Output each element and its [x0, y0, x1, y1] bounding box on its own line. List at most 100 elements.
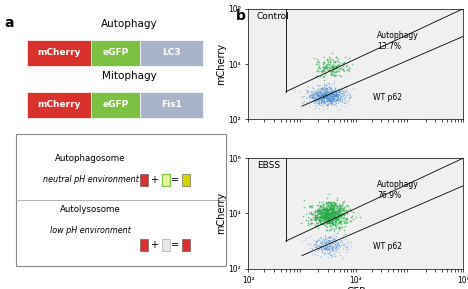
Point [308, 99, 316, 103]
Point [326, 100, 333, 105]
Point [333, 92, 340, 97]
Point [319, 209, 327, 214]
Point [304, 222, 311, 227]
Point [328, 210, 336, 215]
Point [334, 101, 341, 105]
Point [308, 95, 316, 99]
Point [326, 99, 333, 103]
Point [317, 221, 325, 225]
Point [322, 95, 330, 99]
Point [320, 99, 328, 104]
Point [314, 247, 322, 252]
Point [338, 99, 345, 104]
Point [325, 62, 333, 67]
Point [331, 86, 339, 91]
Point [316, 222, 324, 226]
Point [323, 247, 330, 252]
Point [319, 221, 326, 226]
Point [341, 217, 349, 222]
Point [332, 64, 340, 68]
Point [331, 201, 339, 205]
Point [299, 99, 307, 104]
Point [315, 92, 323, 97]
Point [338, 97, 345, 101]
Point [332, 217, 340, 222]
Point [329, 210, 336, 215]
Point [327, 208, 335, 212]
Point [323, 206, 331, 210]
Point [329, 59, 337, 64]
Point [324, 235, 331, 239]
Point [321, 223, 329, 227]
Point [333, 55, 340, 60]
Point [329, 208, 336, 213]
Point [338, 224, 346, 229]
Point [326, 208, 333, 213]
Point [342, 85, 350, 90]
Point [345, 96, 352, 100]
Point [334, 97, 342, 101]
Point [314, 97, 322, 102]
Point [322, 208, 329, 212]
Point [326, 94, 334, 98]
Point [344, 239, 352, 244]
Point [324, 97, 332, 102]
Point [330, 214, 338, 219]
Point [320, 74, 327, 78]
Point [319, 89, 326, 94]
Point [335, 90, 343, 95]
Point [304, 85, 312, 90]
Point [321, 239, 328, 244]
Point [314, 97, 322, 102]
Point [325, 205, 332, 210]
Point [317, 87, 324, 92]
Point [326, 223, 334, 227]
Point [320, 90, 327, 95]
Point [335, 95, 342, 99]
Point [326, 86, 333, 91]
Point [332, 98, 340, 103]
Point [317, 89, 324, 93]
Point [331, 96, 339, 101]
Point [324, 203, 331, 208]
Point [332, 70, 339, 75]
Point [322, 211, 329, 216]
Point [333, 198, 340, 202]
Text: +: + [150, 175, 158, 185]
Point [321, 89, 329, 93]
Point [335, 225, 342, 229]
Point [329, 65, 336, 70]
Point [306, 204, 314, 209]
Point [326, 84, 334, 89]
Point [322, 228, 329, 233]
Point [320, 73, 327, 78]
Point [324, 91, 331, 96]
Point [337, 91, 344, 96]
Point [316, 94, 323, 98]
Point [317, 213, 324, 218]
Point [324, 219, 332, 223]
Point [312, 91, 319, 96]
Point [347, 218, 354, 223]
Point [322, 63, 329, 68]
Point [305, 242, 312, 246]
Point [323, 102, 330, 107]
Point [327, 69, 334, 73]
Point [314, 89, 321, 93]
Point [332, 97, 339, 102]
FancyBboxPatch shape [182, 174, 190, 186]
Point [319, 98, 326, 103]
Point [305, 94, 313, 99]
Point [327, 213, 335, 218]
Point [336, 208, 343, 213]
Point [347, 240, 354, 244]
Point [322, 66, 329, 71]
Point [326, 96, 333, 101]
Point [333, 212, 341, 216]
Point [331, 237, 338, 241]
Point [322, 214, 329, 219]
Point [329, 98, 336, 102]
Point [328, 215, 335, 219]
Point [326, 99, 333, 103]
Point [342, 98, 349, 103]
